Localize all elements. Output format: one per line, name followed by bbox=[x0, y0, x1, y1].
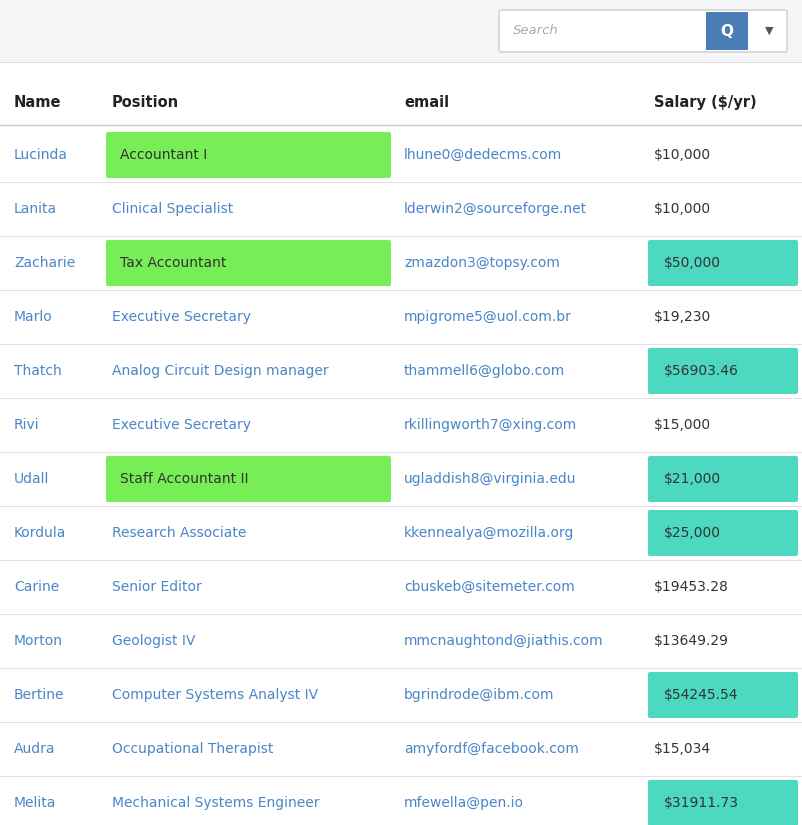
Text: $31911.73: $31911.73 bbox=[664, 796, 739, 810]
Text: Mechanical Systems Engineer: Mechanical Systems Engineer bbox=[112, 796, 319, 810]
Bar bbox=[0, 80, 802, 125]
FancyBboxPatch shape bbox=[106, 132, 391, 178]
Text: mfewella@pen.io: mfewella@pen.io bbox=[404, 796, 524, 810]
Text: ugladdish8@virginia.edu: ugladdish8@virginia.edu bbox=[404, 472, 577, 486]
FancyBboxPatch shape bbox=[648, 780, 798, 825]
Text: $25,000: $25,000 bbox=[664, 526, 721, 540]
Text: $10,000: $10,000 bbox=[654, 202, 711, 216]
Text: Zacharie: Zacharie bbox=[14, 256, 75, 270]
Text: Marlo: Marlo bbox=[14, 310, 53, 324]
Text: lderwin2@sourceforge.net: lderwin2@sourceforge.net bbox=[404, 202, 587, 216]
FancyBboxPatch shape bbox=[648, 672, 798, 718]
Text: rkillingworth7@xing.com: rkillingworth7@xing.com bbox=[404, 418, 577, 432]
Text: $56903.46: $56903.46 bbox=[664, 364, 739, 378]
Bar bbox=[0, 0, 802, 62]
Text: amyfordf@facebook.com: amyfordf@facebook.com bbox=[404, 742, 579, 756]
Text: $54245.54: $54245.54 bbox=[664, 688, 739, 702]
Text: $50,000: $50,000 bbox=[664, 256, 721, 270]
FancyBboxPatch shape bbox=[648, 240, 798, 286]
FancyBboxPatch shape bbox=[648, 456, 798, 502]
Text: Staff Accountant II: Staff Accountant II bbox=[120, 472, 249, 486]
Text: Rivi: Rivi bbox=[14, 418, 39, 432]
Text: Senior Editor: Senior Editor bbox=[112, 580, 202, 594]
Text: Bertine: Bertine bbox=[14, 688, 64, 702]
FancyBboxPatch shape bbox=[648, 348, 798, 394]
Text: Accountant I: Accountant I bbox=[120, 148, 207, 162]
Text: Search: Search bbox=[513, 25, 559, 37]
Bar bbox=[706, 12, 748, 50]
Text: Lanita: Lanita bbox=[14, 202, 57, 216]
Text: Thatch: Thatch bbox=[14, 364, 62, 378]
Text: Position: Position bbox=[112, 95, 179, 110]
Text: $19,230: $19,230 bbox=[654, 310, 711, 324]
Text: Q: Q bbox=[720, 23, 734, 39]
Text: Research Associate: Research Associate bbox=[112, 526, 246, 540]
Text: Kordula: Kordula bbox=[14, 526, 67, 540]
Text: Carine: Carine bbox=[14, 580, 59, 594]
Text: Clinical Specialist: Clinical Specialist bbox=[112, 202, 233, 216]
Text: $19453.28: $19453.28 bbox=[654, 580, 729, 594]
Text: $21,000: $21,000 bbox=[664, 472, 721, 486]
Text: cbuskeb@sitemeter.com: cbuskeb@sitemeter.com bbox=[404, 580, 575, 594]
Text: Executive Secretary: Executive Secretary bbox=[112, 310, 251, 324]
Text: ▼: ▼ bbox=[765, 26, 773, 36]
Text: email: email bbox=[404, 95, 449, 110]
Text: $15,000: $15,000 bbox=[654, 418, 711, 432]
Text: Occupational Therapist: Occupational Therapist bbox=[112, 742, 273, 756]
Text: Geologist IV: Geologist IV bbox=[112, 634, 196, 648]
Text: thammell6@globo.com: thammell6@globo.com bbox=[404, 364, 565, 378]
Text: mpigrome5@uol.com.br: mpigrome5@uol.com.br bbox=[404, 310, 572, 324]
Text: Computer Systems Analyst IV: Computer Systems Analyst IV bbox=[112, 688, 318, 702]
Text: $15,034: $15,034 bbox=[654, 742, 711, 756]
Text: $13649.29: $13649.29 bbox=[654, 634, 729, 648]
Text: zmazdon3@topsy.com: zmazdon3@topsy.com bbox=[404, 256, 560, 270]
Text: Analog Circuit Design manager: Analog Circuit Design manager bbox=[112, 364, 329, 378]
Text: mmcnaughtond@jiathis.com: mmcnaughtond@jiathis.com bbox=[404, 634, 604, 648]
Text: Morton: Morton bbox=[14, 634, 63, 648]
FancyBboxPatch shape bbox=[106, 240, 391, 286]
Text: Melita: Melita bbox=[14, 796, 56, 810]
FancyBboxPatch shape bbox=[499, 10, 787, 52]
Text: bgrindrode@ibm.com: bgrindrode@ibm.com bbox=[404, 688, 554, 702]
Text: lhune0@dedecms.com: lhune0@dedecms.com bbox=[404, 148, 562, 162]
FancyBboxPatch shape bbox=[648, 510, 798, 556]
Text: Executive Secretary: Executive Secretary bbox=[112, 418, 251, 432]
Text: kkennealya@mozilla.org: kkennealya@mozilla.org bbox=[404, 526, 574, 540]
Text: Lucinda: Lucinda bbox=[14, 148, 68, 162]
Text: Name: Name bbox=[14, 95, 62, 110]
Text: Tax Accountant: Tax Accountant bbox=[120, 256, 226, 270]
Text: Udall: Udall bbox=[14, 472, 50, 486]
Text: Salary ($/yr): Salary ($/yr) bbox=[654, 95, 756, 110]
FancyBboxPatch shape bbox=[106, 456, 391, 502]
Text: $10,000: $10,000 bbox=[654, 148, 711, 162]
Text: Audra: Audra bbox=[14, 742, 55, 756]
